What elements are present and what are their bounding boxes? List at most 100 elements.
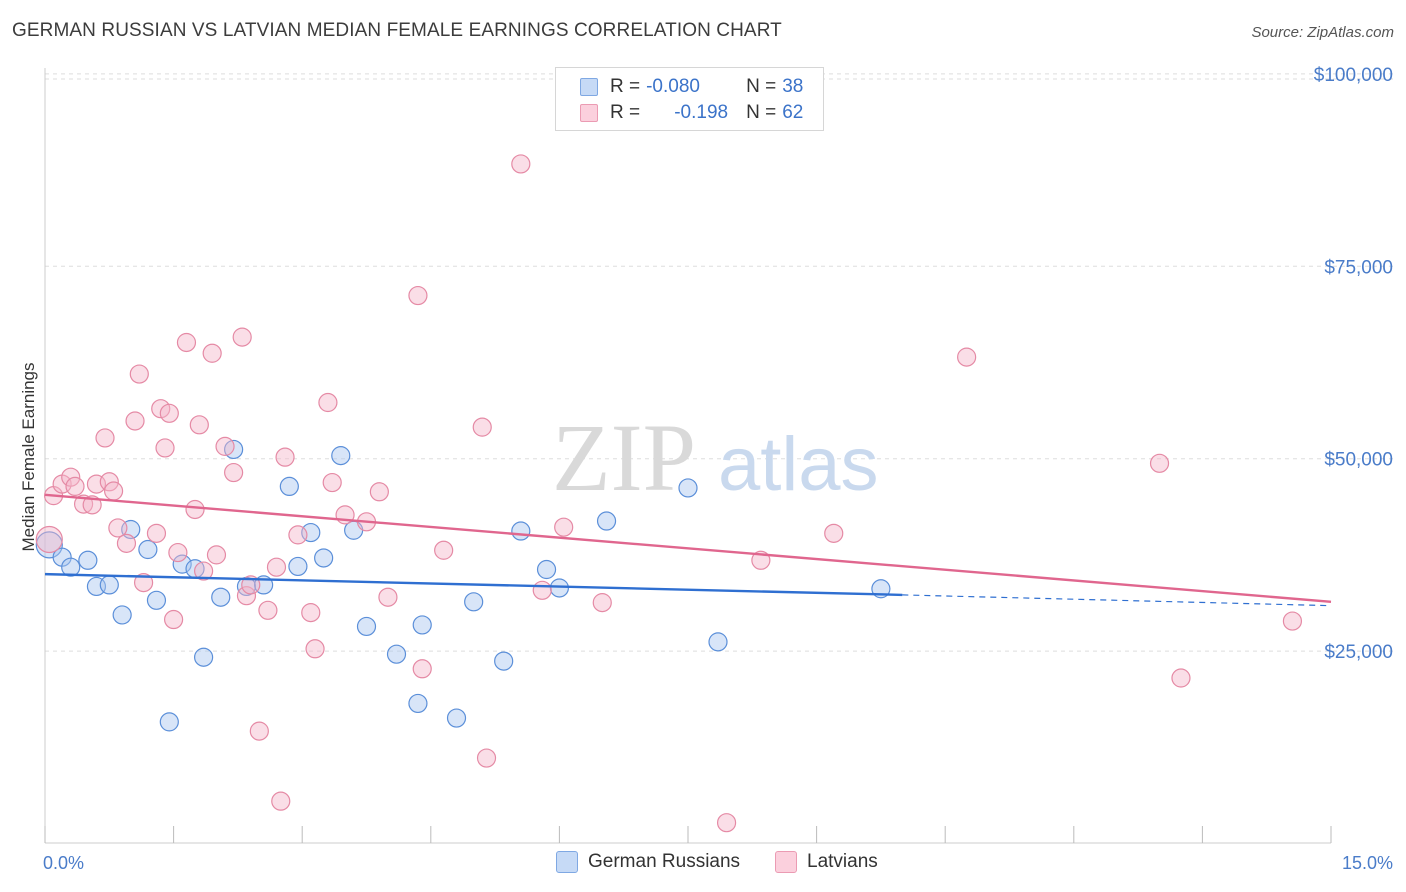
data-point (99, 472, 119, 492)
data-point (279, 476, 299, 496)
data-point (232, 327, 252, 347)
data-point (301, 603, 321, 623)
data-point (408, 693, 428, 714)
data-point (446, 708, 467, 728)
source-label: Source: ZipAtlas.com (1251, 24, 1394, 41)
stats-r-label: R = (610, 76, 641, 97)
trend-line (44, 493, 1332, 604)
data-point (824, 523, 844, 543)
data-point (99, 575, 119, 595)
data-point (189, 415, 209, 435)
data-point (116, 533, 137, 553)
legend: German Russians Latvians (0, 851, 1406, 877)
data-point (194, 561, 214, 581)
stats-row-latvians: R = -0.198 N = 62 (580, 101, 803, 125)
x-tick-label: 0.0% (43, 853, 84, 873)
data-point (236, 586, 257, 606)
stats-r-label: R = (610, 102, 641, 123)
data-point (168, 542, 188, 563)
legend-label: Latvians (807, 851, 878, 872)
data-point (275, 447, 295, 467)
stats-r-value: -0.198 (674, 102, 729, 123)
data-point (494, 651, 514, 671)
data-point (596, 511, 617, 531)
data-point (129, 364, 149, 384)
data-point (133, 572, 154, 593)
data-point (159, 712, 179, 732)
data-point (472, 417, 492, 437)
data-point (464, 592, 484, 612)
data-point (476, 748, 497, 768)
data-point (146, 523, 167, 543)
stats-swatch-latvians (580, 104, 598, 122)
data-point (215, 436, 235, 456)
correlation-stats-box: R = -0.080 N = 38 R = -0.198 N = 62 (555, 67, 824, 131)
data-point (1282, 611, 1303, 631)
trend-line-extension (902, 594, 1332, 607)
data-point (271, 791, 291, 811)
data-point (176, 332, 197, 353)
data-point (592, 593, 612, 613)
watermark-zip: ZIP (552, 404, 696, 511)
trend-lines (44, 493, 1332, 607)
grid-lines (45, 73, 1394, 652)
data-point (369, 482, 389, 502)
watermark: ZIP atlas (552, 404, 879, 511)
data-point (331, 446, 351, 466)
data-point (206, 545, 227, 565)
y-tick-label: $75,000 (1324, 257, 1393, 278)
series-latvians-points (35, 154, 1303, 833)
legend-swatch-latvians (775, 851, 797, 873)
data-point (155, 438, 175, 458)
stats-row-german-russians: R = -0.080 N = 38 (580, 75, 803, 99)
y-tick-label: $100,000 (1314, 65, 1393, 86)
data-point (108, 518, 128, 538)
x-tick-labels: 0.0% 15.0% (43, 853, 1393, 873)
data-point (159, 403, 179, 423)
data-point (511, 521, 531, 541)
data-point (35, 525, 63, 554)
data-point (1149, 453, 1170, 473)
data-point (211, 587, 231, 607)
data-point (408, 285, 428, 306)
legend-swatch-german-russians (556, 851, 578, 873)
data-point (1171, 668, 1191, 688)
data-point (65, 476, 85, 496)
data-point (151, 399, 171, 419)
data-point (82, 495, 102, 515)
legend-item-german-russians[interactable]: German Russians (556, 851, 740, 873)
data-point (164, 609, 184, 630)
data-point (288, 525, 308, 545)
stats-n-label: N = (746, 102, 777, 123)
data-point (258, 600, 278, 620)
series-german-russians-points (35, 439, 891, 732)
data-point (318, 392, 338, 413)
data-point (61, 467, 81, 487)
stats-n-label: N = (746, 76, 777, 97)
stats-r-value: -0.080 (646, 76, 700, 97)
data-point (386, 644, 407, 664)
data-point (536, 559, 557, 580)
data-point (125, 411, 145, 431)
data-point (172, 554, 192, 574)
data-point (412, 659, 432, 679)
data-point (249, 721, 269, 741)
stats-swatch-german-russians (580, 78, 598, 96)
data-point (266, 557, 287, 577)
data-point (957, 347, 977, 367)
data-point (112, 605, 132, 625)
data-point (224, 462, 244, 483)
data-point (288, 556, 308, 577)
data-point (554, 517, 574, 537)
stats-n-value: 38 (782, 76, 804, 97)
data-point (678, 478, 698, 498)
data-point (61, 557, 81, 577)
data-point (708, 632, 728, 652)
y-tick-label: $25,000 (1324, 642, 1393, 663)
data-point (202, 343, 222, 363)
trend-line (44, 572, 903, 597)
data-point (378, 587, 398, 607)
watermark-atlas: atlas (718, 422, 879, 507)
legend-item-latvians[interactable]: Latvians (775, 851, 878, 873)
